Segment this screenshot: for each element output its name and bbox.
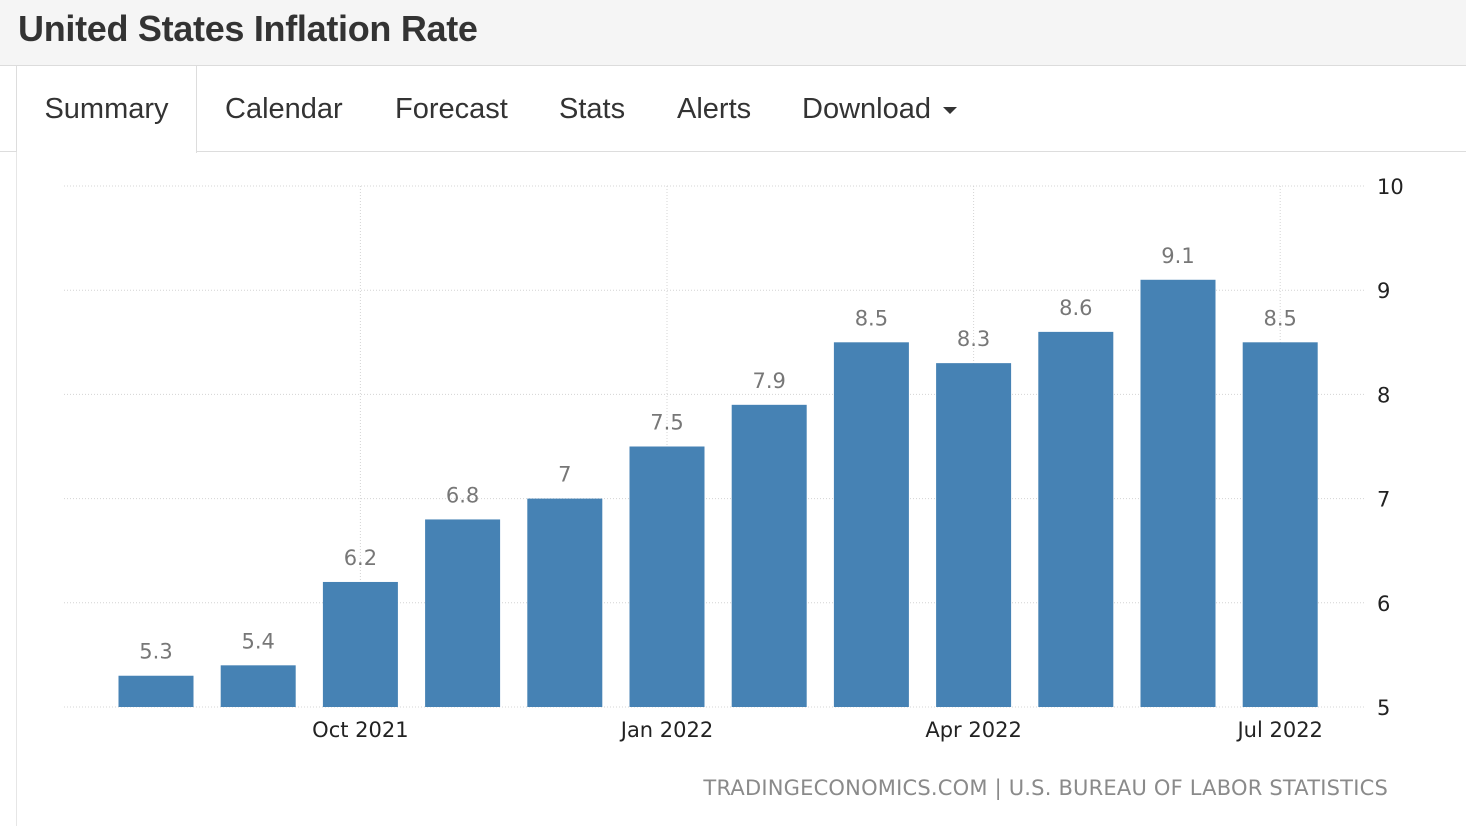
tab-stats-label: Stats (559, 93, 626, 125)
y-tick-label: 5 (1377, 696, 1390, 720)
bar (527, 498, 603, 707)
bar-data-label: 6.8 (446, 483, 479, 507)
x-tick-label: Oct 2021 (312, 718, 408, 742)
x-tick-label: Jan 2022 (619, 718, 714, 742)
y-tick-label: 8 (1377, 383, 1390, 407)
header: United States Inflation Rate (0, 0, 1466, 66)
tab-forecast[interactable]: Forecast (395, 66, 508, 152)
x-tick-label: Apr 2022 (925, 718, 1021, 742)
bar-data-label: 9.1 (1161, 244, 1194, 268)
chart-grid (64, 185, 1366, 708)
bar (833, 342, 909, 707)
chart-data-labels: 5.3 5.4 6.2 6.8 7 7.5 7.9 8.5 8.3 8.6 9.1 8.5 (139, 244, 1297, 664)
bar (118, 675, 194, 707)
tab-download-label: Download (802, 93, 931, 125)
bar-data-label: 5.3 (139, 640, 172, 664)
tab-alerts-label: Alerts (677, 93, 752, 125)
y-tick-label: 9 (1377, 279, 1390, 303)
chart-bars (118, 279, 1318, 707)
bar-data-label: 8.6 (1059, 296, 1092, 320)
chart-x-axis: Oct 2021 Jan 2022 Apr 2022 Jul 2022 (312, 718, 1323, 742)
bar-data-label: 6.2 (344, 546, 377, 570)
bar-data-label: 8.5 (1263, 306, 1296, 330)
content-left-border (16, 152, 17, 826)
bar-data-label: 7 (558, 463, 571, 487)
tab-bar: Summary Calendar Forecast Stats Alerts D… (0, 66, 1466, 153)
page-title: United States Inflation Rate (18, 8, 478, 49)
tab-calendar[interactable]: Calendar (225, 66, 343, 152)
bar-data-label: 7.5 (650, 411, 683, 435)
bar-data-label: 7.9 (752, 369, 785, 393)
tab-stats[interactable]: Stats (559, 66, 625, 152)
tab-summary[interactable]: Summary (16, 66, 197, 153)
bar (731, 404, 807, 707)
bar (1038, 331, 1114, 707)
bar-data-label: 8.3 (957, 327, 990, 351)
bar (322, 581, 398, 707)
bar (1140, 279, 1216, 707)
tab-download[interactable]: Download (802, 66, 957, 152)
y-tick-label: 7 (1377, 488, 1390, 512)
tab-alerts[interactable]: Alerts (677, 66, 751, 152)
chevron-down-icon (942, 106, 957, 114)
bar (1242, 342, 1318, 707)
tab-calendar-label: Calendar (225, 93, 343, 125)
bar-data-label: 5.4 (241, 629, 274, 653)
chart-y-axis: 5 6 7 8 9 10 (1377, 175, 1404, 720)
y-tick-label: 6 (1377, 592, 1390, 616)
bar (220, 665, 296, 707)
bar (936, 363, 1012, 707)
bar-data-label: 8.5 (855, 306, 888, 330)
x-tick-label: Jul 2022 (1235, 718, 1322, 742)
chart-source: TRADINGECONOMICS.COM | U.S. BUREAU OF LA… (703, 776, 1388, 800)
tab-forecast-label: Forecast (395, 93, 508, 125)
bar (629, 446, 705, 707)
inflation-bar-chart: 5.3 5.4 6.2 6.8 7 7.5 7.9 8.5 8.3 8.6 9.1 8.5 5 6 7 8 9… (64, 175, 1404, 742)
y-tick-label: 10 (1377, 175, 1404, 199)
tab-summary-label: Summary (44, 93, 169, 125)
bar (425, 519, 501, 707)
